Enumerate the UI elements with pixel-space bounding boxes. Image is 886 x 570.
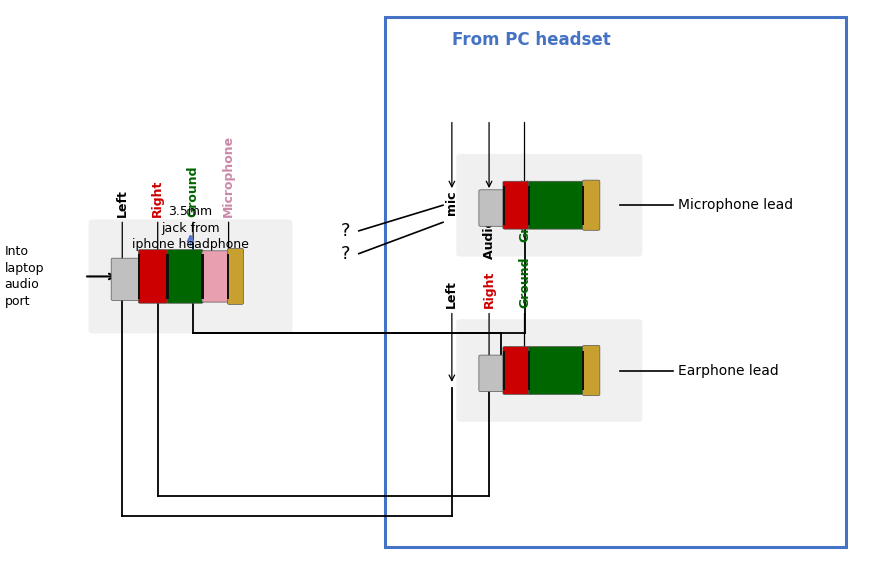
FancyBboxPatch shape [583, 180, 600, 230]
FancyBboxPatch shape [456, 154, 642, 256]
FancyBboxPatch shape [89, 219, 292, 333]
Text: Ground: Ground [518, 256, 531, 308]
Text: Left: Left [446, 280, 458, 308]
FancyBboxPatch shape [478, 355, 504, 392]
Text: mic: mic [446, 191, 458, 215]
Text: Right: Right [152, 179, 164, 217]
Text: Into
laptop
audio
port: Into laptop audio port [4, 245, 44, 308]
Text: From PC headset: From PC headset [452, 31, 611, 50]
FancyBboxPatch shape [456, 319, 642, 422]
Text: Ground: Ground [187, 165, 199, 217]
Bar [385, 17, 846, 547]
FancyBboxPatch shape [228, 249, 244, 304]
Text: Audio out: Audio out [483, 191, 495, 259]
Text: ?: ? [341, 245, 350, 263]
Bar [582, 351, 585, 390]
Text: ?: ? [341, 222, 350, 240]
FancyBboxPatch shape [528, 347, 584, 394]
Bar [528, 185, 530, 225]
FancyBboxPatch shape [503, 347, 530, 394]
Bar [502, 351, 505, 390]
FancyBboxPatch shape [528, 181, 584, 229]
Bar [502, 185, 505, 225]
FancyBboxPatch shape [503, 181, 530, 229]
Bar [201, 254, 204, 299]
Bar [582, 185, 585, 225]
Bar [227, 254, 229, 299]
Text: Microphone: Microphone [222, 135, 235, 217]
Bar [528, 351, 530, 390]
FancyBboxPatch shape [167, 250, 203, 303]
Text: Ground: Ground [518, 191, 531, 242]
Text: Earphone lead: Earphone lead [678, 364, 779, 377]
Text: Right: Right [483, 270, 495, 308]
Bar [167, 254, 168, 299]
FancyBboxPatch shape [202, 251, 229, 302]
Text: Left: Left [116, 189, 128, 217]
Text: 3.5mm
jack from
iphone headphone
splitter: 3.5mm jack from iphone headphone splitte… [132, 205, 249, 268]
FancyBboxPatch shape [478, 190, 504, 226]
Text: Microphone lead: Microphone lead [678, 198, 793, 212]
FancyBboxPatch shape [583, 345, 600, 396]
Bar [137, 254, 140, 299]
FancyBboxPatch shape [112, 258, 139, 300]
FancyBboxPatch shape [138, 250, 168, 303]
